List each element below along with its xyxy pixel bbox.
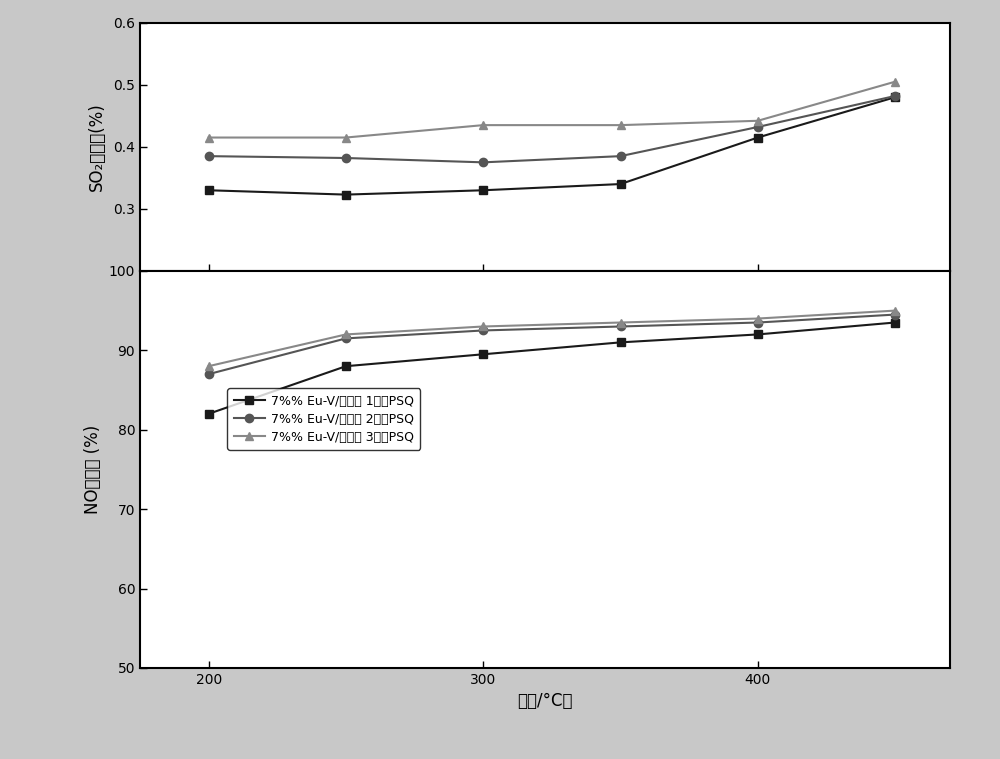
X-axis label: 温度/°C）: 温度/°C） — [517, 692, 573, 710]
Line: 7%% Eu-V/晋星剧 3号剧PSQ: 7%% Eu-V/晋星剧 3号剧PSQ — [204, 307, 899, 370]
Y-axis label: SO₂转化率(%): SO₂转化率(%) — [88, 102, 106, 191]
Line: 7%% Eu-V/晋星剧 1号剧PSQ: 7%% Eu-V/晋星剧 1号剧PSQ — [204, 318, 899, 418]
7%% Eu-V/晋星剧 1号剧PSQ — [477, 350, 489, 359]
7%% Eu-V/晋星剧 2号剧PSQ — [752, 318, 764, 327]
7%% Eu-V/晋星剧 1号剧PSQ — [340, 361, 352, 370]
Line: 7%% Eu-V/晋星剧 2号剧PSQ: 7%% Eu-V/晋星剧 2号剧PSQ — [204, 310, 899, 378]
7%% Eu-V/晋星剧 2号剧PSQ — [615, 322, 627, 331]
7%% Eu-V/晋星剧 1号剧PSQ — [752, 330, 764, 339]
7%% Eu-V/晋星剧 1号剧PSQ — [889, 318, 901, 327]
Y-axis label: NO转化率 (%): NO转化率 (%) — [84, 425, 102, 514]
7%% Eu-V/晋星剧 1号剧PSQ — [203, 409, 215, 418]
7%% Eu-V/晋星剧 2号剧PSQ — [889, 310, 901, 319]
7%% Eu-V/晋星剧 2号剧PSQ — [203, 370, 215, 379]
7%% Eu-V/晋星剧 3号剧PSQ — [203, 361, 215, 370]
7%% Eu-V/晋星剧 3号剧PSQ — [752, 314, 764, 323]
7%% Eu-V/晋星剧 1号剧PSQ — [615, 338, 627, 347]
7%% Eu-V/晋星剧 3号剧PSQ — [889, 306, 901, 315]
7%% Eu-V/晋星剧 3号剧PSQ — [477, 322, 489, 331]
7%% Eu-V/晋星剧 2号剧PSQ — [477, 326, 489, 335]
Legend: 7%% Eu-V/晋星剧 1号剧PSQ, 7%% Eu-V/晋星剧 2号剧PSQ, 7%% Eu-V/晋星剧 3号剧PSQ: 7%% Eu-V/晋星剧 1号剧PSQ, 7%% Eu-V/晋星剧 2号剧PSQ… — [227, 389, 420, 450]
7%% Eu-V/晋星剧 3号剧PSQ — [615, 318, 627, 327]
7%% Eu-V/晋星剧 3号剧PSQ — [340, 330, 352, 339]
7%% Eu-V/晋星剧 2号剧PSQ — [340, 334, 352, 343]
